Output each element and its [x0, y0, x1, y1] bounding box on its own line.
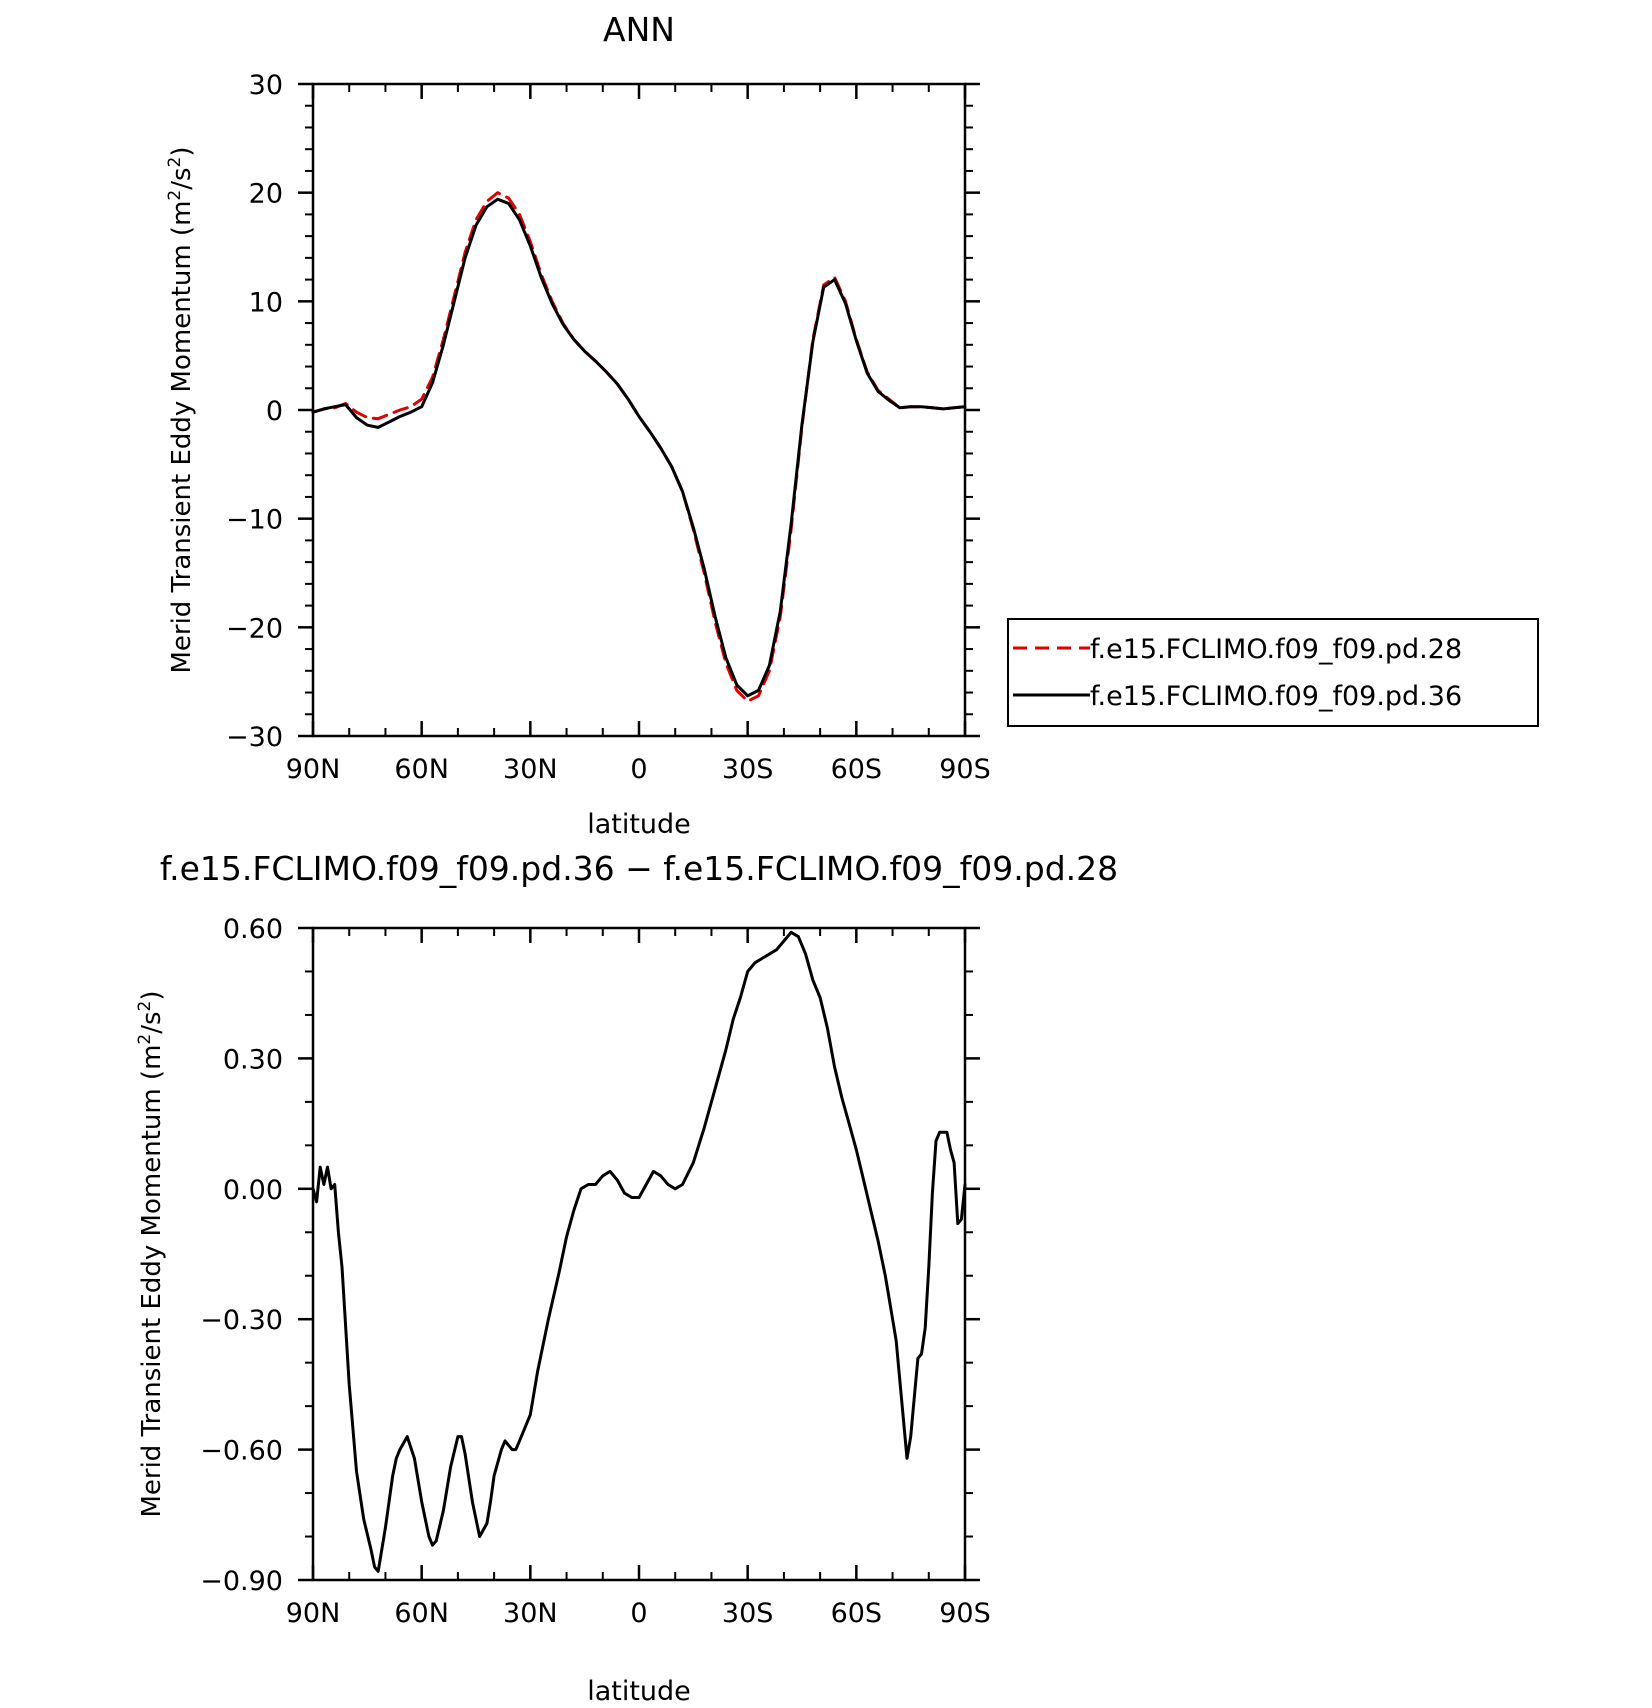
top-y-tick-label: −10	[226, 505, 283, 536]
top-series-lines	[311, 191, 967, 703]
bottom-y-axis-label-end: )	[137, 990, 167, 1000]
bottom-y-axis-label-mid: /s	[137, 1011, 167, 1033]
bot-y-tick-label: 0.00	[223, 1175, 283, 1206]
bottom-x-tick-labels: 90N 60N 30N 0 30S 60S 90S	[286, 1598, 991, 1629]
bottom-y-axis-label-sup1: 2	[135, 1034, 155, 1045]
top-x-tick-label: 60S	[831, 754, 883, 785]
top-x-tick-label: 90S	[939, 754, 991, 785]
top-x-tick-labels: 90N 60N 30N 0 30S 60S 90S	[286, 754, 991, 785]
bottom-y-axis-label: Merid Transient Eddy Momentum (m2/s2)	[135, 990, 167, 1517]
top-y-tick-label: 10	[249, 287, 283, 318]
bot-x-tick-label: 90N	[286, 1598, 341, 1629]
top-y-axis-label-mid: /s	[167, 167, 197, 189]
top-y-tick-labels: −30 −20 −10 0 10 20 30	[226, 70, 283, 753]
bot-y-tick-label: −0.90	[200, 1566, 283, 1597]
top-y-axis-label-sup1: 2	[165, 190, 185, 201]
top-series-line-2	[311, 197, 967, 698]
top-y-tick-label: 20	[249, 179, 283, 210]
top-x-tick-label: 30S	[722, 754, 774, 785]
top-panel: ANN −30 −20 −10 0 10 20 30 90N 60N 30N 0 30S 60S 90S…	[165, 10, 1539, 840]
top-series-line-1	[311, 191, 967, 703]
bottom-panel: f.e15.FCLIMO.f09_f09.pd.36 − f.e15.FCLIM…	[135, 849, 1118, 1707]
bottom-chart-title: f.e15.FCLIMO.f09_f09.pd.36 − f.e15.FCLIM…	[160, 849, 1118, 888]
top-x-axis-label: latitude	[587, 809, 691, 840]
bot-x-tick-label: 90S	[939, 1598, 991, 1629]
bottom-series-lines	[311, 930, 967, 1573]
top-y-axis-label-sup2: 2	[165, 157, 185, 168]
bottom-axis-ticks	[298, 926, 980, 1582]
top-x-tick-label: 0	[630, 754, 647, 785]
top-y-axis-label-end: )	[167, 146, 197, 156]
bot-y-tick-label: 0.60	[223, 914, 283, 945]
bot-x-tick-label: 60S	[831, 1598, 883, 1629]
top-legend: f.e15.FCLIMO.f09_f09.pd.28 f.e15.FCLIMO.…	[1007, 618, 1539, 727]
bottom-y-tick-labels: −0.90 −0.60 −0.30 0.00 0.30 0.60	[200, 914, 283, 1597]
bot-x-tick-label: 30N	[503, 1598, 558, 1629]
top-y-tick-label: −20	[226, 613, 283, 644]
top-chart-title: ANN	[603, 10, 675, 49]
bot-y-tick-label: 0.30	[223, 1044, 283, 1075]
bottom-plot-frame	[311, 926, 967, 1582]
top-y-axis-label: Merid Transient Eddy Momentum (m2/s2)	[165, 146, 197, 673]
bot-y-tick-label: −0.30	[200, 1305, 283, 1336]
bot-x-tick-label: 0	[630, 1598, 647, 1629]
top-y-tick-label: 0	[266, 396, 283, 427]
bot-x-tick-label: 30S	[722, 1598, 774, 1629]
legend-label-series-2: f.e15.FCLIMO.f09_f09.pd.36	[1090, 681, 1462, 712]
bottom-y-axis-label-main: Merid Transient Eddy Momentum (m	[137, 1045, 167, 1518]
legend-frame	[1007, 618, 1539, 727]
top-x-tick-label: 90N	[286, 754, 341, 785]
top-y-tick-label: 30	[249, 70, 283, 101]
top-x-tick-label: 30N	[503, 754, 558, 785]
top-plot-frame	[311, 82, 967, 738]
top-y-tick-label: −30	[226, 722, 283, 753]
bottom-y-axis-label-sup2: 2	[135, 1001, 155, 1012]
bottom-x-axis-label: latitude	[587, 1676, 691, 1707]
bot-y-tick-label: −0.60	[200, 1436, 283, 1467]
top-y-axis-label-main: Merid Transient Eddy Momentum (m	[167, 201, 197, 674]
bot-x-tick-label: 60N	[394, 1598, 449, 1629]
legend-label-series-1: f.e15.FCLIMO.f09_f09.pd.28	[1090, 634, 1462, 665]
top-x-tick-label: 60N	[394, 754, 449, 785]
bot-series-line-1	[311, 930, 967, 1573]
